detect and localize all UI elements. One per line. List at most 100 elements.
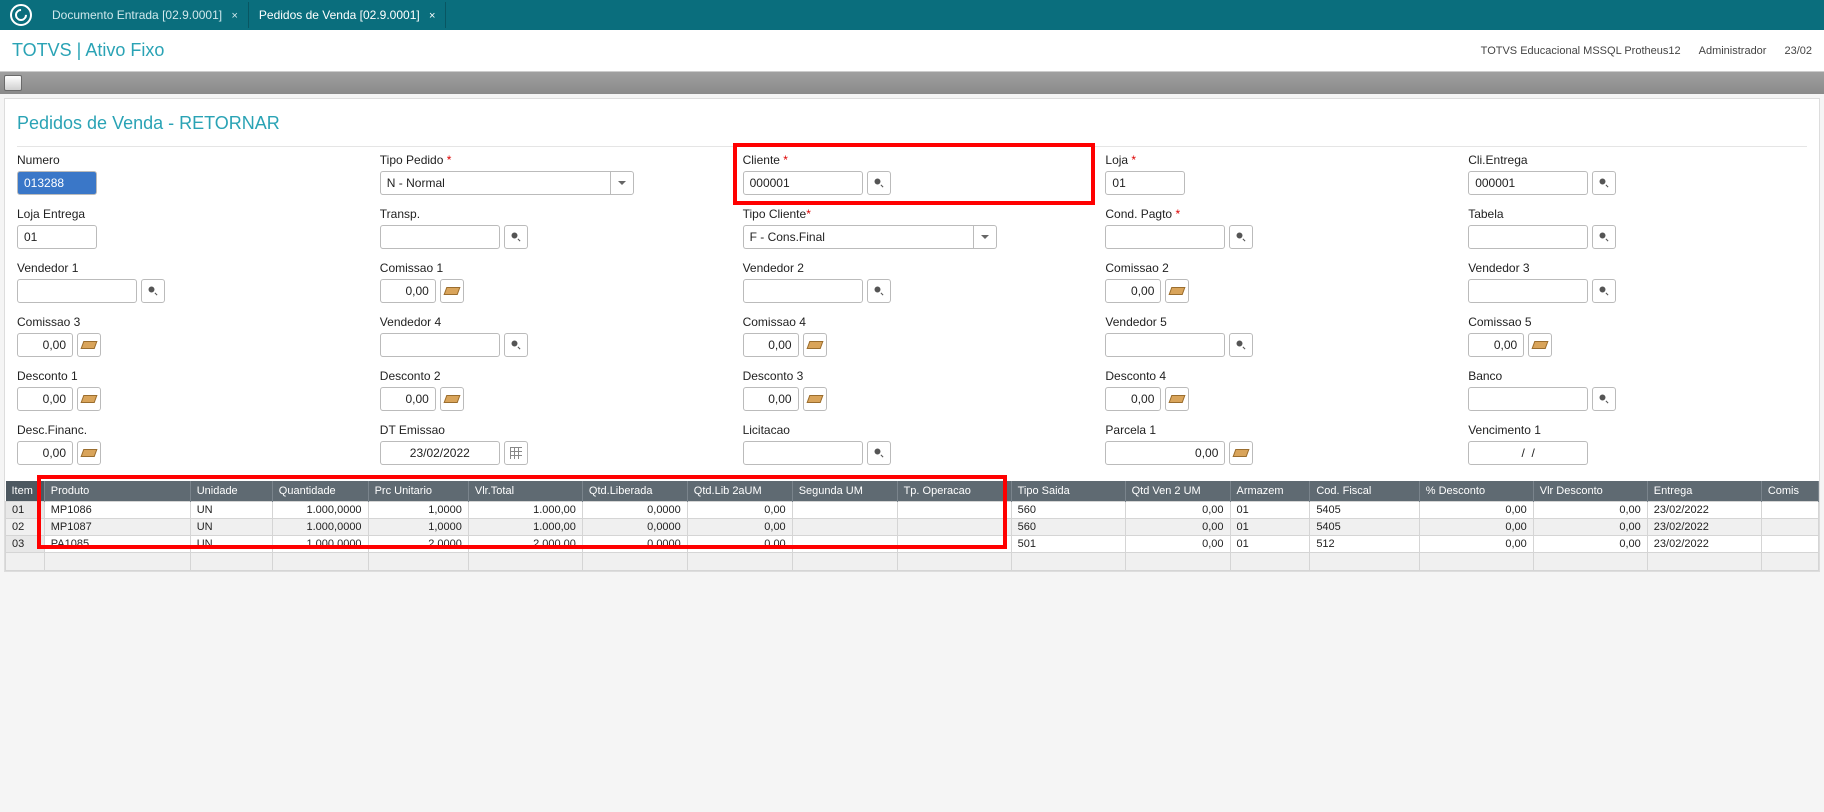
input-vendedor2[interactable] bbox=[743, 279, 863, 303]
table-row[interactable]: 03PA1085UN1.000,00002,00002.000,000,0000… bbox=[6, 536, 1819, 553]
input-loja[interactable] bbox=[1105, 171, 1185, 195]
lookup-vendedor3[interactable] bbox=[1592, 279, 1616, 303]
input-desc-financ[interactable] bbox=[17, 441, 73, 465]
field-desconto2: Desconto 2 bbox=[380, 369, 719, 411]
lookup-licitacao[interactable] bbox=[867, 441, 891, 465]
input-licitacao[interactable] bbox=[743, 441, 863, 465]
input-tipo-cliente[interactable] bbox=[743, 225, 973, 249]
lookup-cliente[interactable] bbox=[867, 171, 891, 195]
input-transp[interactable] bbox=[380, 225, 500, 249]
col-header[interactable]: Cod. Fiscal bbox=[1310, 481, 1419, 502]
input-cond-pagto[interactable] bbox=[1105, 225, 1225, 249]
tab[interactable]: Pedidos de Venda [02.9.0001] × bbox=[249, 2, 447, 28]
input-vendedor3[interactable] bbox=[1468, 279, 1588, 303]
col-header[interactable]: Qtd.Liberada bbox=[582, 481, 687, 502]
input-comissao2[interactable] bbox=[1105, 279, 1161, 303]
col-header[interactable]: Quantidade bbox=[272, 481, 368, 502]
label-transp: Transp. bbox=[380, 207, 719, 221]
calc-comissao2[interactable] bbox=[1165, 279, 1189, 303]
input-desconto4[interactable] bbox=[1105, 387, 1161, 411]
lookup-vendedor4[interactable] bbox=[504, 333, 528, 357]
input-tabela[interactable] bbox=[1468, 225, 1588, 249]
calc-comissao1[interactable] bbox=[440, 279, 464, 303]
calc-desconto4[interactable] bbox=[1165, 387, 1189, 411]
lookup-vendedor5[interactable] bbox=[1229, 333, 1253, 357]
field-banco: Banco bbox=[1468, 369, 1807, 411]
input-parcela1[interactable] bbox=[1105, 441, 1225, 465]
field-desc-financ: Desc.Financ. bbox=[17, 423, 356, 465]
toolbar-button[interactable] bbox=[4, 75, 22, 91]
col-header[interactable]: Produto bbox=[44, 481, 190, 502]
input-loja-entrega[interactable] bbox=[17, 225, 97, 249]
lookup-transp[interactable] bbox=[504, 225, 528, 249]
calc-desconto3[interactable] bbox=[803, 387, 827, 411]
col-header[interactable]: % Desconto bbox=[1419, 481, 1533, 502]
label-cliente: Cliente * bbox=[743, 153, 1082, 167]
dropdown-tipo-cliente[interactable] bbox=[973, 225, 997, 249]
label-cond-pagto: Cond. Pagto * bbox=[1105, 207, 1444, 221]
input-vendedor4[interactable] bbox=[380, 333, 500, 357]
input-comissao4[interactable] bbox=[743, 333, 799, 357]
col-header[interactable]: Prc Unitario bbox=[368, 481, 468, 502]
table-row[interactable]: 01MP1086UN1.000,00001,00001.000,000,0000… bbox=[6, 502, 1819, 519]
calc-desconto2[interactable] bbox=[440, 387, 464, 411]
table-row[interactable] bbox=[6, 553, 1819, 571]
close-icon[interactable]: × bbox=[429, 10, 435, 22]
input-tipo-pedido[interactable] bbox=[380, 171, 610, 195]
input-cli-entrega[interactable] bbox=[1468, 171, 1588, 195]
col-header[interactable]: Armazem bbox=[1230, 481, 1310, 502]
calc-comissao3[interactable] bbox=[77, 333, 101, 357]
calc-desconto1[interactable] bbox=[77, 387, 101, 411]
dropdown-tipo-pedido[interactable] bbox=[610, 171, 634, 195]
input-desconto1[interactable] bbox=[17, 387, 73, 411]
input-comissao3[interactable] bbox=[17, 333, 73, 357]
input-vencimento1[interactable] bbox=[1468, 441, 1588, 465]
input-vendedor5[interactable] bbox=[1105, 333, 1225, 357]
col-header[interactable]: Qtd.Lib 2aUM bbox=[687, 481, 792, 502]
calc-comissao5[interactable] bbox=[1528, 333, 1552, 357]
col-header[interactable]: Tp. Operacao bbox=[897, 481, 1011, 502]
app-title: TOTVS | Ativo Fixo bbox=[12, 40, 164, 61]
input-comissao1[interactable] bbox=[380, 279, 436, 303]
lookup-tabela[interactable] bbox=[1592, 225, 1616, 249]
col-header[interactable]: Entrega bbox=[1647, 481, 1761, 502]
lookup-cli-entrega[interactable] bbox=[1592, 171, 1616, 195]
field-vendedor4: Vendedor 4 bbox=[380, 315, 719, 357]
tab[interactable]: Documento Entrada [02.9.0001] × bbox=[42, 2, 249, 28]
items-table[interactable]: ItemProdutoUnidadeQuantidadePrc Unitario… bbox=[5, 481, 1819, 571]
col-header[interactable]: Qtd Ven 2 UM bbox=[1125, 481, 1230, 502]
input-dt-emissao[interactable] bbox=[380, 441, 500, 465]
table-row[interactable]: 02MP1087UN1.000,00001,00001.000,000,0000… bbox=[6, 519, 1819, 536]
input-cliente[interactable] bbox=[743, 171, 863, 195]
calc-desc-financ[interactable] bbox=[77, 441, 101, 465]
field-dt-emissao: DT Emissao bbox=[380, 423, 719, 465]
input-vendedor1[interactable] bbox=[17, 279, 137, 303]
input-desconto3[interactable] bbox=[743, 387, 799, 411]
lookup-cond-pagto[interactable] bbox=[1229, 225, 1253, 249]
calc-parcela1[interactable] bbox=[1229, 441, 1253, 465]
lookup-vendedor2[interactable] bbox=[867, 279, 891, 303]
subheader: TOTVS | Ativo Fixo TOTVS Educacional MSS… bbox=[0, 30, 1824, 72]
col-header[interactable]: Vlr.Total bbox=[468, 481, 582, 502]
input-desconto2[interactable] bbox=[380, 387, 436, 411]
col-header[interactable]: Tipo Saida bbox=[1011, 481, 1125, 502]
calc-comissao4[interactable] bbox=[803, 333, 827, 357]
col-header[interactable]: Unidade bbox=[190, 481, 272, 502]
input-banco[interactable] bbox=[1468, 387, 1588, 411]
field-vendedor5: Vendedor 5 bbox=[1105, 315, 1444, 357]
field-comissao5: Comissao 5 bbox=[1468, 315, 1807, 357]
col-header[interactable]: Vlr Desconto bbox=[1533, 481, 1647, 502]
lookup-banco[interactable] bbox=[1592, 387, 1616, 411]
input-comissao5[interactable] bbox=[1468, 333, 1524, 357]
input-numero[interactable] bbox=[17, 171, 97, 195]
close-icon[interactable]: × bbox=[231, 10, 237, 22]
col-header[interactable]: Segunda UM bbox=[792, 481, 897, 502]
app-logo-icon bbox=[10, 4, 32, 26]
lookup-vendedor1[interactable] bbox=[141, 279, 165, 303]
field-vencimento1: Vencimento 1 bbox=[1468, 423, 1807, 465]
user-label: Administrador bbox=[1699, 45, 1767, 57]
col-header[interactable]: Item bbox=[6, 481, 45, 502]
col-header[interactable]: Comis bbox=[1761, 481, 1818, 502]
date-dt-emissao[interactable] bbox=[504, 441, 528, 465]
field-desconto4: Desconto 4 bbox=[1105, 369, 1444, 411]
